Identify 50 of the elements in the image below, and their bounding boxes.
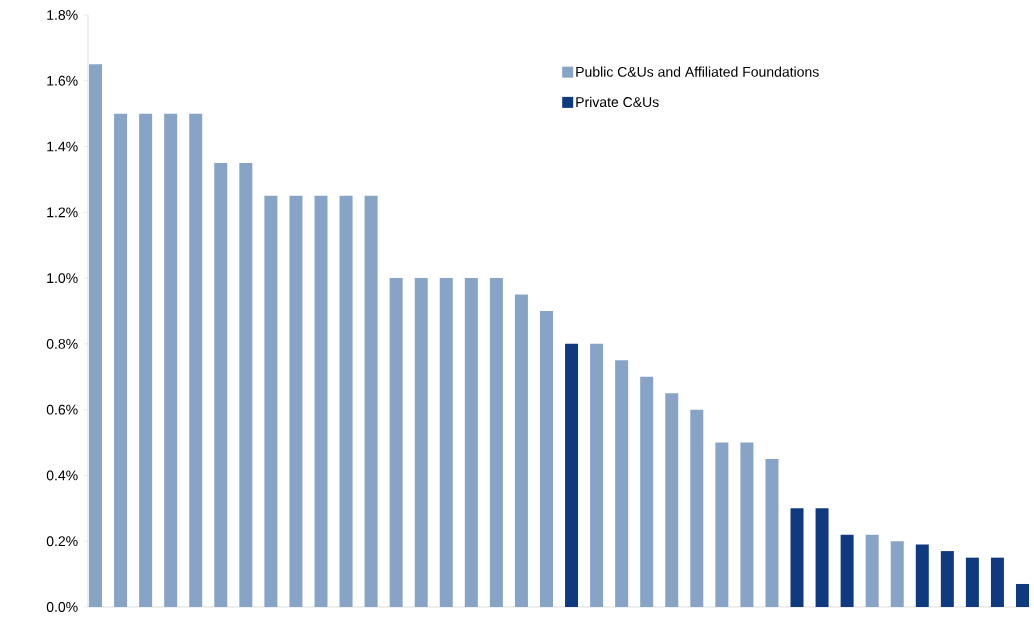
bar <box>489 278 503 607</box>
y-tick-label: 0.4% <box>46 470 78 481</box>
bar <box>514 294 528 607</box>
bar <box>114 113 128 607</box>
bar <box>965 557 979 607</box>
bar <box>590 343 604 607</box>
bar <box>615 360 629 607</box>
bar <box>414 278 428 607</box>
bar <box>264 195 278 607</box>
bar <box>539 310 553 607</box>
bar <box>239 162 253 607</box>
y-tick-label: 1.8% <box>47 10 78 20</box>
bar <box>439 278 453 607</box>
bar <box>715 442 729 607</box>
y-tick-label: 0.0% <box>46 602 78 612</box>
bar <box>289 195 303 607</box>
bar <box>139 113 153 607</box>
bar <box>890 541 904 607</box>
bar <box>1016 583 1029 607</box>
bar <box>89 64 103 607</box>
bar <box>214 162 228 607</box>
bar <box>790 508 804 607</box>
bar <box>339 195 353 607</box>
bar <box>740 442 754 607</box>
bar <box>364 195 378 607</box>
y-tick-label: 1.2% <box>47 207 78 218</box>
y-tick-label: 0.8% <box>46 338 78 349</box>
bar <box>915 544 929 607</box>
bar <box>940 551 954 607</box>
bar <box>665 393 679 607</box>
y-tick-label: 0.6% <box>46 404 78 415</box>
legend-label: Private C&Us <box>576 96 659 108</box>
y-tick-label: 0.2% <box>46 536 78 547</box>
bar <box>389 278 403 607</box>
bar <box>815 508 829 607</box>
bar <box>565 343 579 607</box>
legend-label: Public C&Us and Affiliated Foundations <box>576 66 819 77</box>
bar <box>164 113 178 607</box>
y-tick-label: 1.0% <box>47 273 78 284</box>
y-tick-label: 1.6% <box>47 75 78 86</box>
bar <box>765 458 779 607</box>
bar <box>189 113 203 607</box>
bar <box>865 534 879 607</box>
bar <box>990 557 1004 607</box>
bar <box>840 534 854 607</box>
bar <box>640 376 654 607</box>
bar <box>314 195 328 607</box>
bar <box>690 409 704 607</box>
y-tick-label: 1.4% <box>47 141 78 152</box>
bar <box>464 278 478 607</box>
